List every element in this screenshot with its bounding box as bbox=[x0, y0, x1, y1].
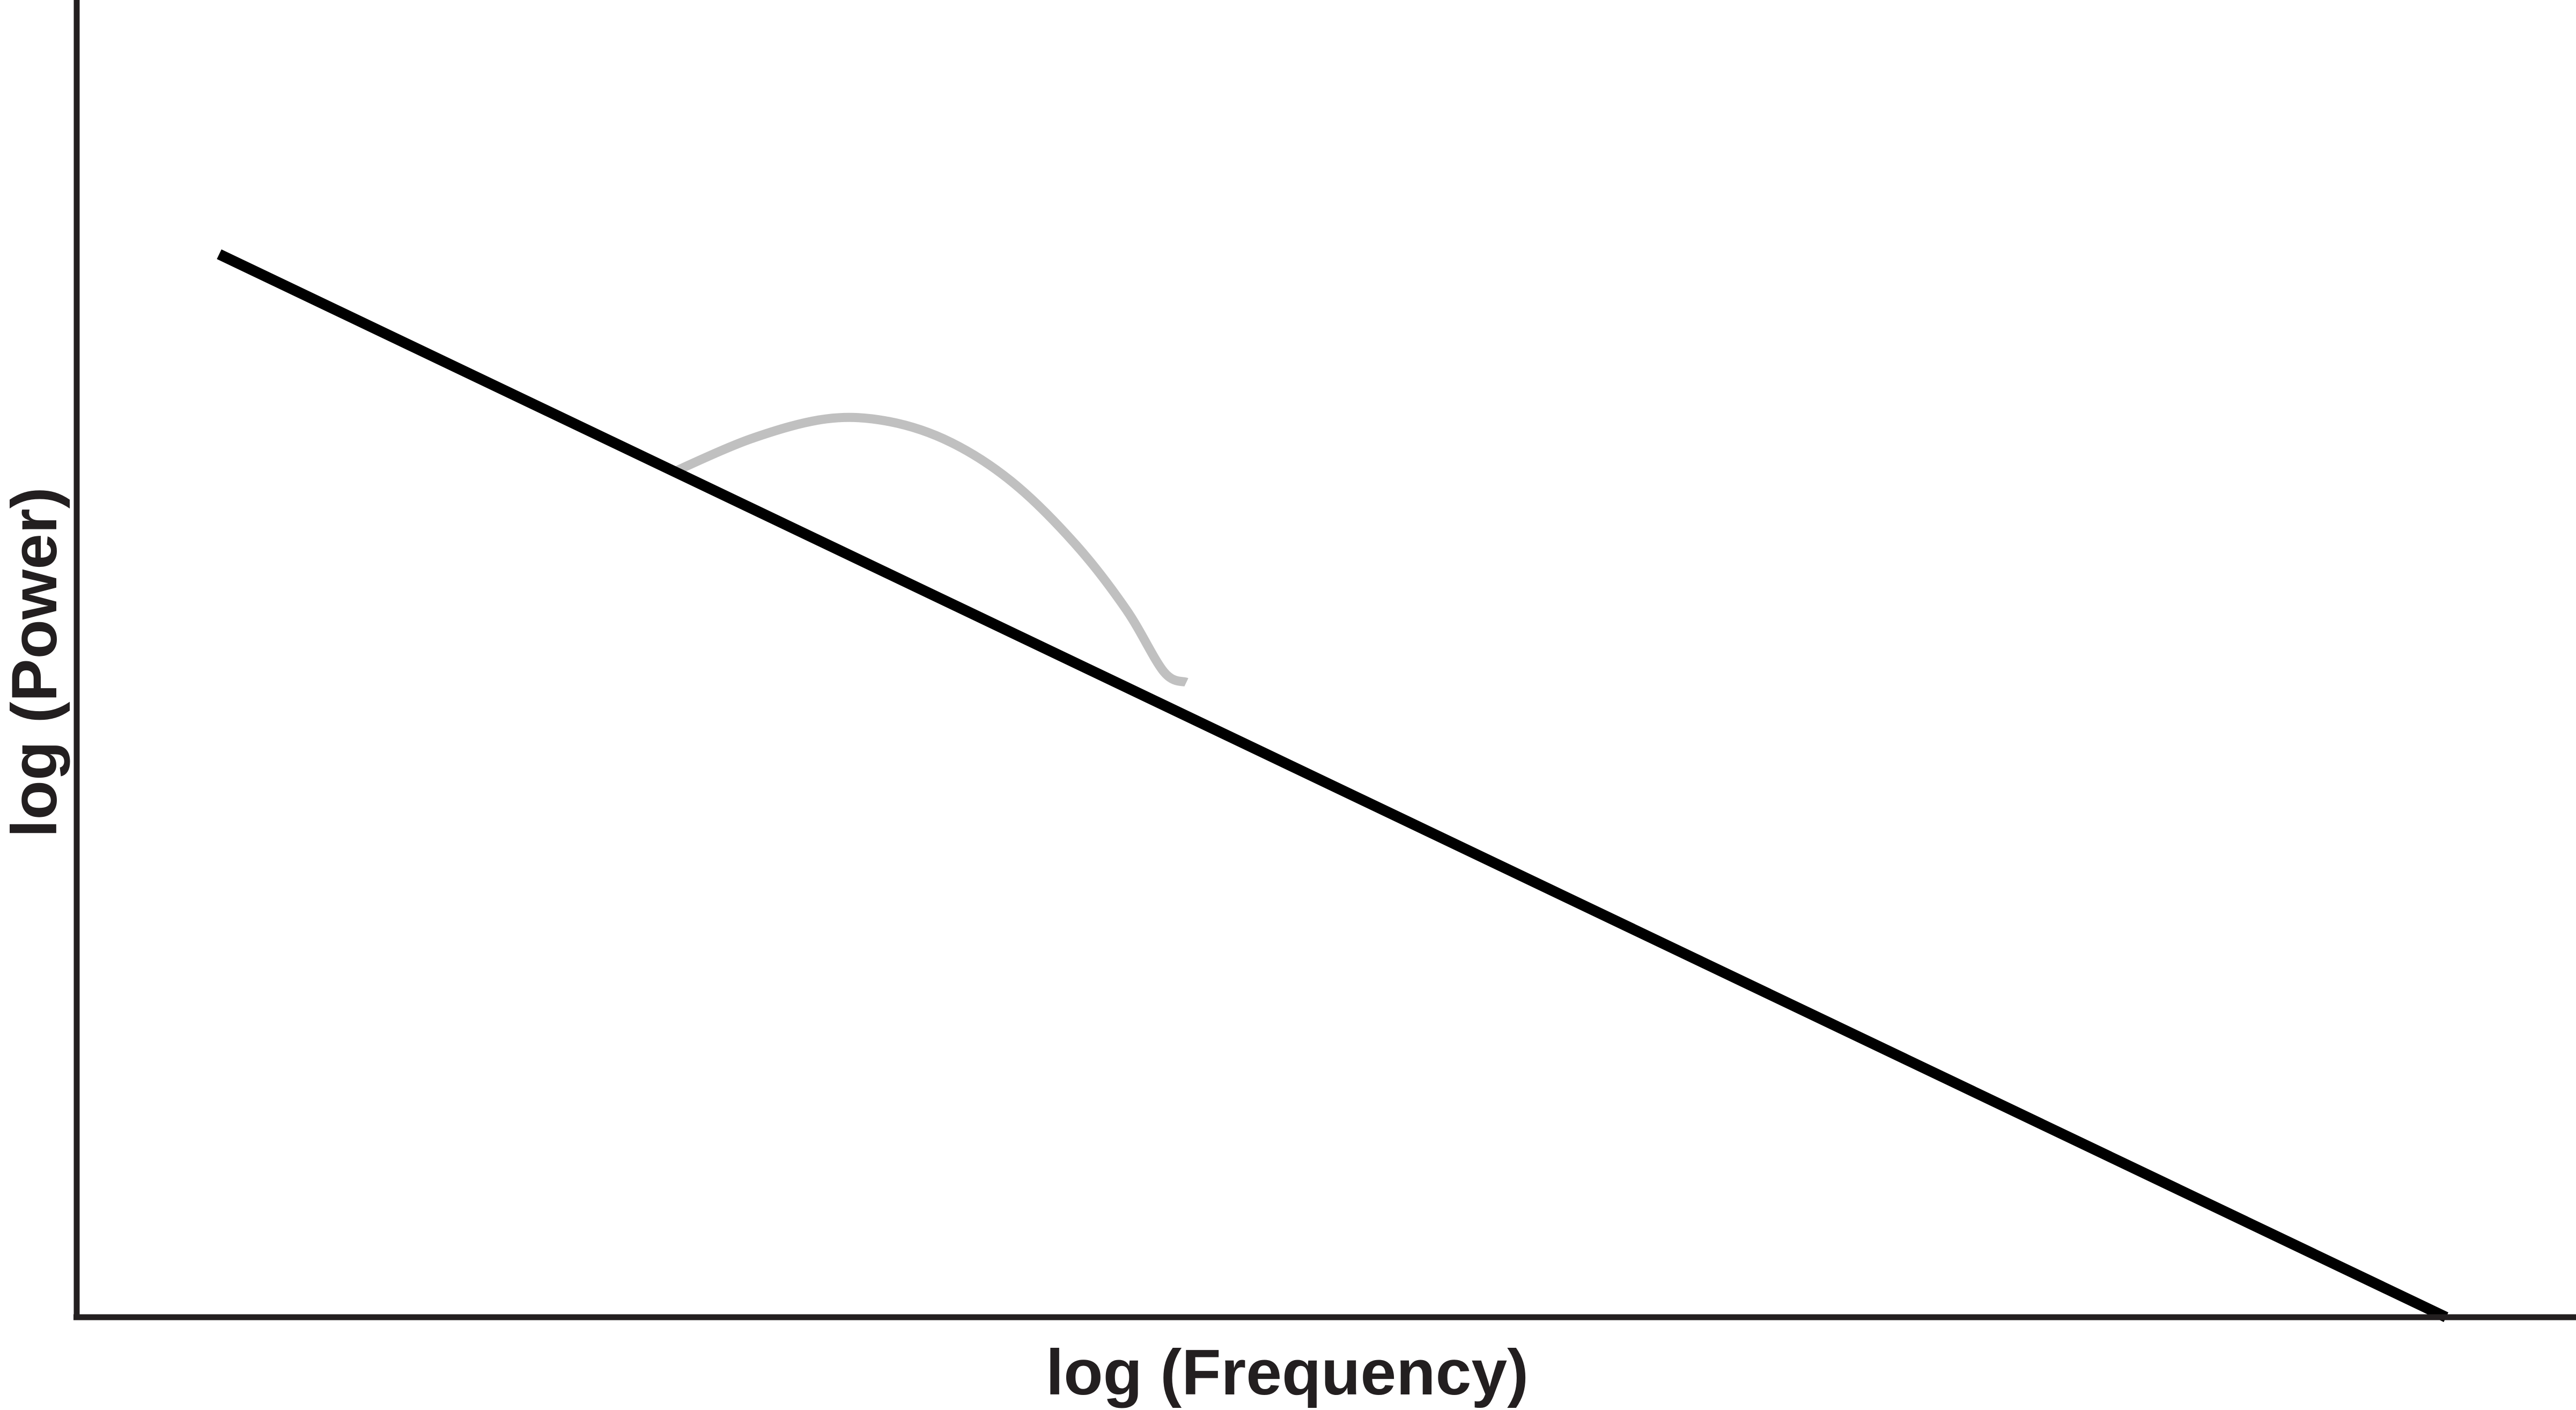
x-axis-label: log (Frequency) bbox=[1046, 1337, 1529, 1408]
periodic-peak-curve bbox=[669, 412, 1189, 687]
y-axis-label: log (Power) bbox=[0, 487, 70, 837]
aperiodic-line bbox=[217, 249, 2449, 1323]
series-layer bbox=[217, 249, 2449, 1323]
